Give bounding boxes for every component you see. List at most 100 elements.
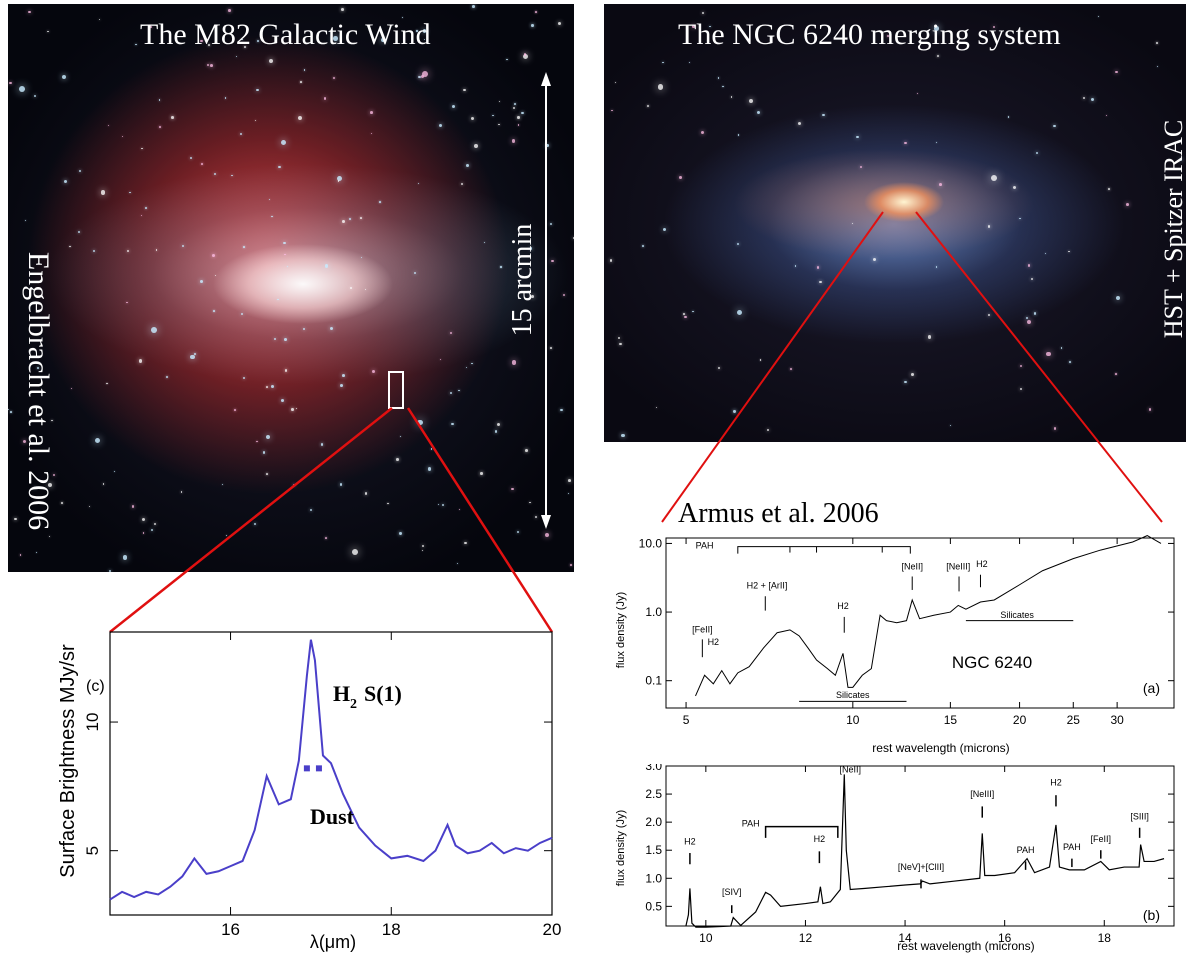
- star: [456, 562, 459, 565]
- star: [464, 541, 467, 545]
- star: [399, 435, 401, 437]
- star: [517, 124, 520, 126]
- star: [737, 242, 740, 246]
- star: [439, 359, 441, 361]
- star: [36, 367, 39, 370]
- star: [512, 107, 515, 110]
- star: [506, 58, 508, 60]
- star: [24, 219, 27, 221]
- star: [935, 142, 937, 144]
- star: [8, 409, 10, 411]
- feature-label-pah: PAH: [742, 819, 760, 829]
- star: [1083, 97, 1086, 100]
- star: [619, 343, 622, 346]
- star: [213, 310, 215, 312]
- star: [379, 201, 381, 203]
- star: [733, 410, 736, 413]
- feature-label-h2: H2: [814, 834, 826, 844]
- y-tick-label: 1.5: [645, 843, 662, 857]
- star: [458, 390, 460, 392]
- x-tick-label: 10: [699, 931, 713, 945]
- star: [517, 116, 520, 119]
- x-tick-label: 18: [1098, 931, 1112, 945]
- star: [904, 141, 907, 145]
- star: [529, 247, 533, 250]
- star: [498, 100, 500, 102]
- star: [349, 218, 352, 220]
- star: [531, 295, 535, 299]
- star: [151, 326, 157, 333]
- x-tick-label: 12: [799, 931, 813, 945]
- star: [240, 133, 243, 136]
- star: [303, 69, 306, 71]
- star: [100, 190, 106, 195]
- star: [1067, 250, 1070, 253]
- star: [208, 44, 210, 47]
- star: [438, 123, 442, 127]
- star: [1020, 365, 1023, 368]
- star: [1107, 187, 1110, 190]
- star: [717, 77, 720, 79]
- star: [421, 550, 423, 552]
- star: [679, 176, 682, 180]
- scale-bar-arrow-bottom: [541, 515, 551, 529]
- star: [150, 25, 153, 28]
- star: [691, 25, 695, 29]
- star: [523, 52, 527, 56]
- scale-bar-arrow-top: [541, 72, 551, 86]
- star: [662, 227, 667, 232]
- marker-point: [315, 765, 322, 772]
- star: [700, 130, 704, 134]
- star: [557, 22, 561, 26]
- star: [473, 144, 478, 148]
- star: [511, 360, 517, 365]
- star: [78, 230, 81, 233]
- star: [550, 222, 553, 225]
- star: [904, 380, 907, 384]
- star: [682, 313, 685, 315]
- star: [333, 76, 336, 79]
- star: [856, 135, 859, 139]
- star: [934, 26, 939, 31]
- star: [987, 313, 991, 316]
- star: [150, 528, 154, 532]
- star: [324, 264, 329, 268]
- feature-label-h2: H2: [837, 601, 849, 611]
- star: [513, 103, 516, 106]
- star: [302, 328, 305, 331]
- star: [126, 250, 130, 253]
- y-axis-label: flux density (Jy): [615, 592, 627, 668]
- y-tick-label: 3.0: [645, 764, 662, 773]
- star: [1035, 151, 1039, 155]
- marker-point: [303, 765, 310, 772]
- star: [189, 157, 192, 160]
- spectrum-line: [109, 639, 553, 901]
- star: [498, 123, 500, 126]
- star: [517, 531, 520, 534]
- spectrum-line: [685, 774, 1165, 928]
- panel-label: (a): [1143, 680, 1160, 696]
- star: [28, 10, 31, 14]
- x-tick-label: 25: [1067, 713, 1081, 727]
- y-tick-label: 10.0: [639, 536, 663, 550]
- star: [422, 29, 427, 34]
- star: [401, 16, 403, 18]
- star: [466, 164, 469, 167]
- star: [209, 64, 213, 67]
- star: [10, 411, 12, 413]
- star: [463, 88, 466, 92]
- star: [141, 517, 145, 521]
- star: [47, 30, 50, 33]
- feature-label-h2: H2: [708, 637, 720, 647]
- h2-annotation-subscript: 2: [350, 697, 357, 712]
- star: [266, 473, 268, 476]
- feature-label-nev-clii: [NeV]+[ClII]: [898, 862, 944, 872]
- star: [329, 327, 333, 330]
- feature-label-neiii: [NeIII]: [970, 789, 994, 799]
- star: [138, 359, 143, 363]
- star: [128, 191, 131, 194]
- h2-annotation-letter: H: [333, 681, 350, 706]
- panel-label: (b): [1143, 907, 1160, 923]
- star: [911, 372, 914, 376]
- star: [352, 548, 359, 555]
